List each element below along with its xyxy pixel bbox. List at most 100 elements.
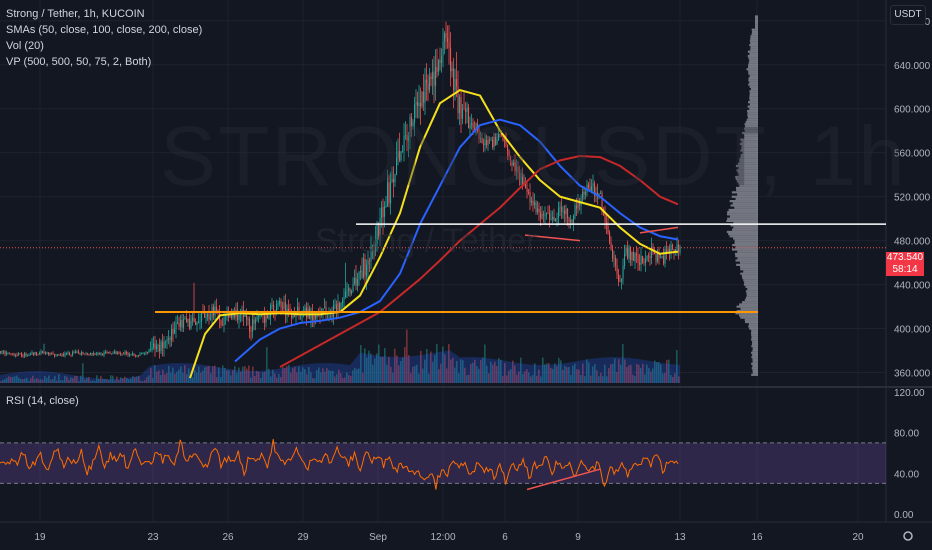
- vp-bar: [735, 197, 758, 201]
- volume-bar: [182, 372, 184, 383]
- volume-bar: [92, 380, 94, 383]
- candle-body: [292, 313, 294, 318]
- vp-legend[interactable]: VP (500, 500, 50, 75, 2, Both): [6, 56, 152, 68]
- vp-bar: [743, 127, 758, 130]
- candle-body: [433, 71, 435, 86]
- vp-bar: [740, 156, 758, 159]
- candle-body: [54, 354, 56, 356]
- volume-bar: [280, 377, 282, 383]
- volume-bar: [656, 362, 658, 383]
- volume-bar: [468, 374, 470, 383]
- volume-bar: [374, 358, 376, 383]
- candle-body: [133, 353, 135, 356]
- candle-body: [12, 353, 14, 355]
- volume-bar: [18, 377, 20, 383]
- volume-bar: [100, 375, 102, 383]
- volume-bar: [166, 373, 168, 383]
- vp-bar: [745, 296, 758, 299]
- candle-body: [612, 249, 614, 259]
- candle-body: [517, 166, 519, 174]
- vp-bar: [740, 316, 758, 319]
- candle-body: [114, 351, 116, 354]
- candle-body: [585, 192, 587, 195]
- candle-body: [430, 76, 432, 80]
- volume-bar: [108, 380, 110, 383]
- sma-legend[interactable]: SMAs (50, close, 100, close, 200, close): [6, 24, 203, 36]
- candle-body: [93, 353, 95, 355]
- vp-bar: [739, 142, 758, 146]
- settings-gear-icon[interactable]: [903, 531, 913, 541]
- candles: [0, 21, 681, 359]
- vp-bar: [736, 180, 758, 183]
- volume-bar: [376, 353, 378, 383]
- vp-bar: [752, 371, 758, 374]
- volume-bar: [274, 373, 276, 383]
- candle-body: [91, 352, 93, 355]
- vp-bar: [749, 90, 758, 93]
- volume-bar: [574, 363, 576, 383]
- volume-bar: [28, 380, 30, 383]
- vp-bar: [748, 65, 758, 69]
- candle-body: [553, 216, 555, 222]
- candle-body: [225, 315, 227, 317]
- rsi-legend[interactable]: RSI (14, close): [6, 395, 79, 407]
- volume-bar: [278, 373, 280, 383]
- candle-body: [165, 341, 167, 343]
- candle-body: [196, 322, 198, 326]
- volume-bar: [178, 369, 180, 383]
- volume-bar: [538, 369, 540, 383]
- candle-body: [528, 191, 530, 193]
- volume-bar: [480, 359, 482, 383]
- volume-bar: [490, 361, 492, 383]
- candle-body: [186, 318, 188, 323]
- volume-bar: [152, 377, 154, 383]
- volume-bar: [466, 375, 468, 383]
- candle-body: [609, 232, 611, 243]
- volume-bar: [614, 358, 616, 383]
- vp-bar: [734, 252, 758, 256]
- candle-body: [7, 352, 9, 354]
- candle-body: [42, 351, 44, 354]
- vol-legend[interactable]: Vol (20): [6, 40, 44, 52]
- candle-body: [55, 355, 57, 357]
- vp-bar: [751, 336, 758, 339]
- candle-body: [678, 244, 680, 253]
- candle-body: [478, 130, 480, 140]
- candle-body: [409, 117, 411, 137]
- candle-body: [519, 173, 521, 179]
- currency-button[interactable]: USDT: [890, 5, 926, 25]
- candle-body: [162, 341, 164, 349]
- volume-bar: [228, 370, 230, 383]
- volume-bar: [450, 359, 452, 383]
- vp-bar: [726, 219, 758, 223]
- candle-body: [28, 354, 30, 356]
- volume-bar: [608, 368, 610, 383]
- candle-body: [160, 341, 162, 352]
- vp-bar: [752, 340, 758, 343]
- volume-bar: [58, 374, 60, 383]
- candle-body: [601, 193, 603, 209]
- volume-bar: [410, 373, 412, 383]
- volume-bar: [640, 367, 642, 383]
- volume-bar: [676, 349, 678, 383]
- volume-bar: [102, 378, 104, 383]
- volume-bar: [580, 375, 582, 383]
- candle-body: [106, 352, 108, 353]
- vp-bar: [748, 325, 758, 328]
- volume-bar: [558, 357, 560, 383]
- candle-body: [27, 354, 29, 356]
- volume-bar: [0, 381, 2, 383]
- volume-bar: [644, 374, 646, 383]
- volume-bar: [452, 357, 454, 383]
- candle-body: [298, 306, 300, 316]
- vp-bar: [744, 134, 758, 137]
- volume-bar: [544, 364, 546, 383]
- candle-body: [558, 207, 560, 218]
- vp-bar: [728, 233, 758, 236]
- volume-bar: [612, 363, 614, 383]
- candle-body: [505, 140, 507, 145]
- volume-bar: [650, 371, 652, 383]
- candle-body: [657, 252, 659, 262]
- vp-bar: [750, 48, 758, 51]
